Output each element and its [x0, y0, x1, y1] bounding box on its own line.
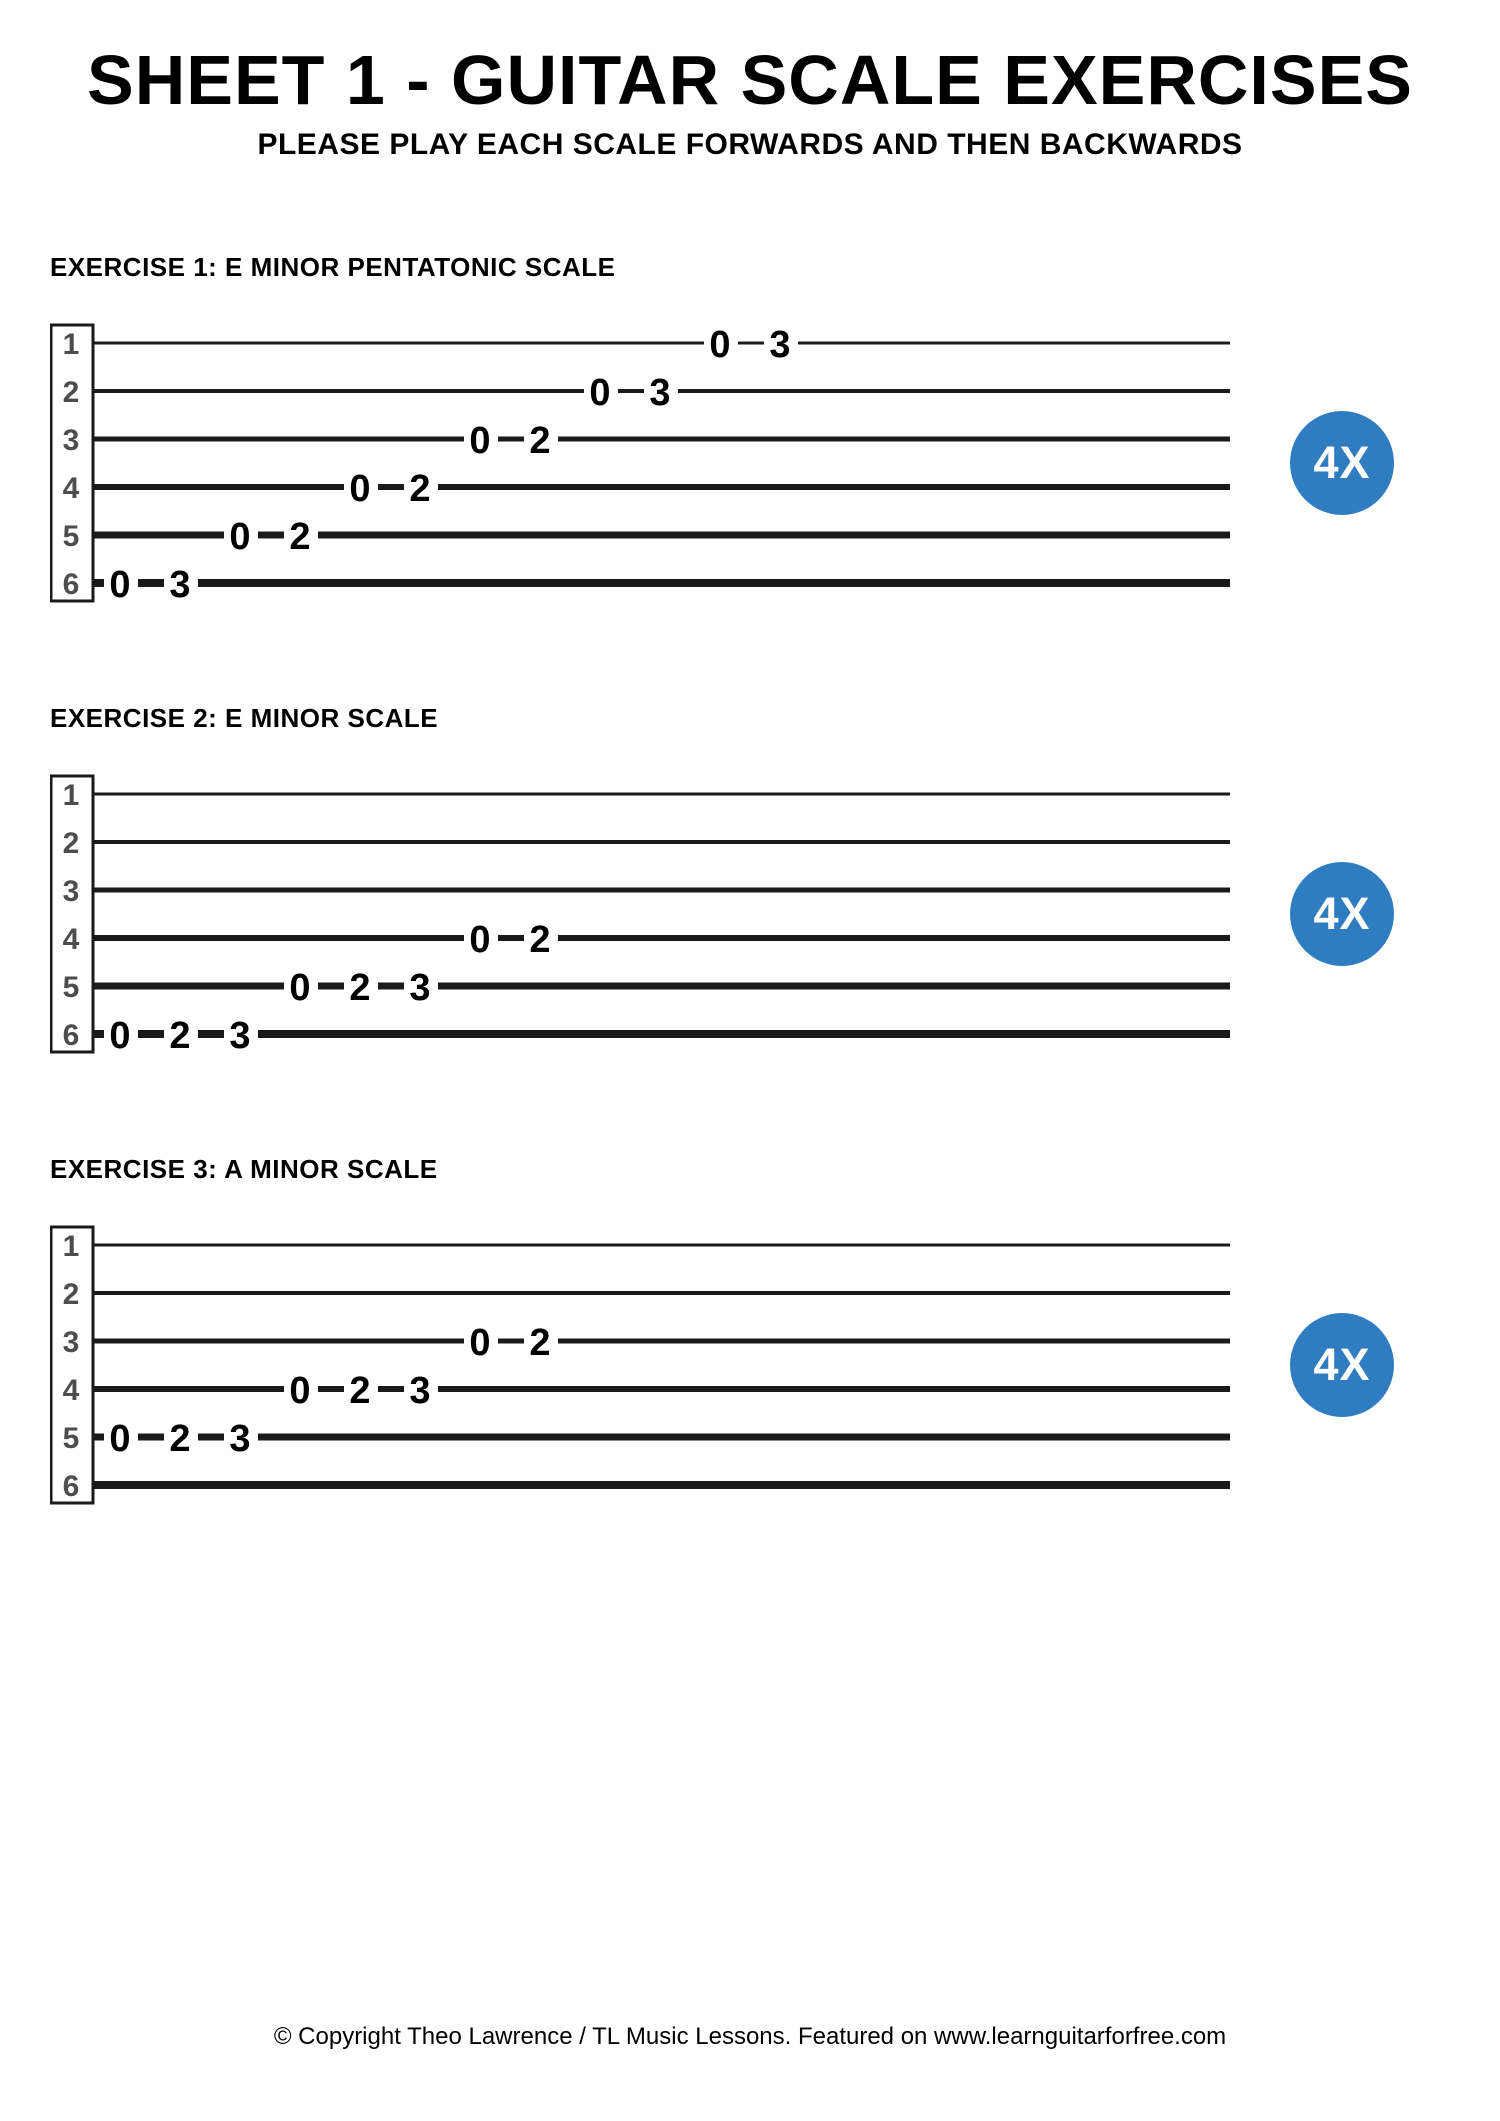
- svg-text:2: 2: [349, 967, 370, 1009]
- svg-text:2: 2: [63, 827, 80, 860]
- svg-text:3: 3: [63, 875, 80, 908]
- svg-text:0: 0: [109, 1015, 130, 1057]
- svg-text:0: 0: [109, 1418, 130, 1460]
- svg-text:4: 4: [63, 923, 80, 956]
- svg-text:2: 2: [169, 1418, 190, 1460]
- svg-text:0: 0: [229, 516, 250, 558]
- exercise-label: Exercise 1: E Minor Pentatonic Scale: [50, 252, 1450, 283]
- svg-text:3: 3: [409, 1370, 430, 1412]
- exercise-label: Exercise 2: E Minor Scale: [50, 703, 1450, 734]
- exercise: Exercise 3: A Minor Scale123456023023024…: [50, 1154, 1450, 1515]
- svg-text:4: 4: [63, 472, 80, 505]
- tab-row: 1234560302020203034X: [50, 313, 1450, 613]
- svg-text:2: 2: [63, 376, 80, 409]
- svg-text:6: 6: [63, 1019, 80, 1052]
- svg-text:0: 0: [349, 468, 370, 510]
- exercise: Exercise 2: E Minor Scale123456023023024…: [50, 703, 1450, 1064]
- tab-diagram: 12345602302302: [50, 764, 1230, 1064]
- svg-text:3: 3: [649, 372, 670, 414]
- tab-diagram: 12345602302302: [50, 1215, 1230, 1515]
- svg-text:3: 3: [63, 1326, 80, 1359]
- svg-text:2: 2: [529, 420, 550, 462]
- exercises-container: Exercise 1: E Minor Pentatonic Scale1234…: [50, 252, 1450, 1515]
- svg-text:0: 0: [109, 564, 130, 606]
- svg-text:3: 3: [229, 1418, 250, 1460]
- svg-text:3: 3: [409, 967, 430, 1009]
- tab-row: 123456023023024X: [50, 764, 1450, 1064]
- page-title: SHEET 1 - GUITAR SCALE EXERCISES: [50, 40, 1450, 120]
- svg-text:3: 3: [229, 1015, 250, 1057]
- svg-text:0: 0: [289, 967, 310, 1009]
- svg-text:0: 0: [469, 919, 490, 961]
- svg-text:3: 3: [769, 324, 790, 366]
- svg-text:0: 0: [589, 372, 610, 414]
- page-subtitle: Please play each scale forwards and then…: [50, 128, 1450, 162]
- svg-text:3: 3: [63, 424, 80, 457]
- tab-diagram: 123456030202020303: [50, 313, 1230, 613]
- exercise: Exercise 1: E Minor Pentatonic Scale 1 2 3 4…: [50, 252, 1450, 613]
- svg-text:1: 1: [63, 328, 80, 361]
- svg-text:5: 5: [63, 971, 80, 1004]
- svg-text:6: 6: [63, 568, 80, 601]
- repeat-badge: 4X: [1290, 1313, 1394, 1417]
- svg-text:5: 5: [63, 1422, 80, 1455]
- svg-text:0: 0: [289, 1370, 310, 1412]
- svg-text:0: 0: [709, 324, 730, 366]
- svg-text:0: 0: [469, 1322, 490, 1364]
- footer-text: © Copyright Theo Lawrence / TL Music Les…: [0, 2023, 1500, 2051]
- svg-text:1: 1: [63, 779, 80, 812]
- tab-row: 123456023023024X: [50, 1215, 1450, 1515]
- svg-text:2: 2: [529, 1322, 550, 1364]
- svg-text:2: 2: [289, 516, 310, 558]
- svg-text:5: 5: [63, 520, 80, 553]
- svg-text:3: 3: [169, 564, 190, 606]
- page: SHEET 1 - GUITAR SCALE EXERCISES Please …: [0, 0, 1500, 2121]
- svg-text:6: 6: [63, 1470, 80, 1503]
- svg-text:2: 2: [529, 919, 550, 961]
- svg-text:2: 2: [169, 1015, 190, 1057]
- svg-text:0: 0: [469, 420, 490, 462]
- svg-text:2: 2: [63, 1278, 80, 1311]
- svg-text:1: 1: [63, 1230, 80, 1263]
- svg-text:4: 4: [63, 1374, 80, 1407]
- repeat-badge: 4X: [1290, 411, 1394, 515]
- svg-text:2: 2: [349, 1370, 370, 1412]
- exercise-label: Exercise 3: A Minor Scale: [50, 1154, 1450, 1185]
- repeat-badge: 4X: [1290, 862, 1394, 966]
- svg-text:2: 2: [409, 468, 430, 510]
